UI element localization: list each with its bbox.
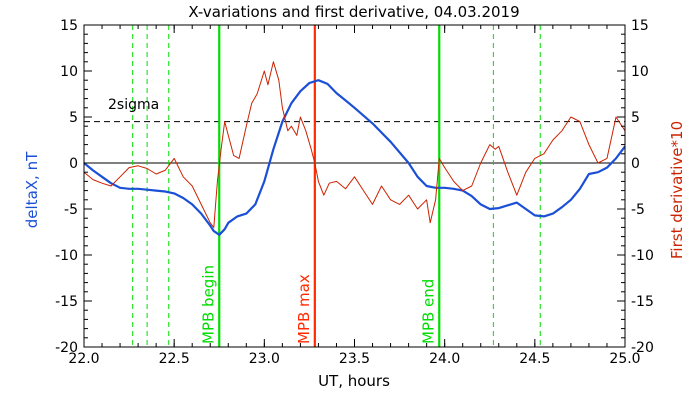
y-right-tick-label: -10 [631, 248, 654, 264]
marker-labels: MPB begin MPB max MPB end [199, 265, 437, 344]
x-axis-label: UT, hours [318, 372, 390, 390]
y-right-tick-label: -15 [631, 294, 654, 310]
y-left-tick-label: 15 [60, 18, 78, 34]
y-right-tick-label: 0 [631, 156, 640, 172]
x-tick-label: 24.0 [429, 351, 460, 367]
derivative-series-line [84, 61, 625, 228]
y-axis-left-label: deltaX, nT [23, 151, 41, 228]
chart-title: X-variations and first derivative, 04.03… [188, 3, 519, 21]
y-left-tick-label: 10 [60, 64, 78, 80]
y-left-tick-label: -15 [55, 294, 78, 310]
axes: 22.0 22.5 23.0 23.5 24.0 24.5 25.0 15 15 10 10 5 5 0 0… [55, 18, 654, 367]
sigma-label: 2sigma [108, 97, 159, 113]
y-axis-right-label: First derivative*10 [668, 121, 686, 259]
marker-label: MPB end [419, 279, 437, 344]
x-tick-label: 24.5 [519, 351, 550, 367]
deltax-series-line [84, 79, 625, 236]
y-left-tick-label: -10 [55, 248, 78, 264]
x-tick-label: 23.0 [249, 351, 280, 367]
x-tick-label: 25.0 [609, 351, 640, 367]
x-tick-label: 22.0 [68, 351, 99, 367]
vertical-markers [132, 25, 541, 347]
x-tick-label: 23.5 [339, 351, 370, 367]
marker-label: MPB begin [199, 265, 217, 344]
data-series [84, 61, 625, 236]
y-left-tick-label: 5 [69, 110, 78, 126]
marker-label: MPB max [295, 274, 313, 344]
y-right-tick-label: 15 [631, 18, 649, 34]
y-right-tick-label: 5 [631, 110, 640, 126]
y-left-tick-label: 0 [69, 156, 78, 172]
x-tick-label: 22.5 [159, 351, 190, 367]
y-right-tick-label: -5 [631, 202, 645, 218]
y-right-tick-label: -20 [631, 340, 654, 356]
reference-lines [84, 121, 625, 164]
y-left-tick-label: -20 [55, 340, 78, 356]
y-right-tick-label: 10 [631, 64, 649, 80]
y-left-tick-label: -5 [64, 202, 78, 218]
